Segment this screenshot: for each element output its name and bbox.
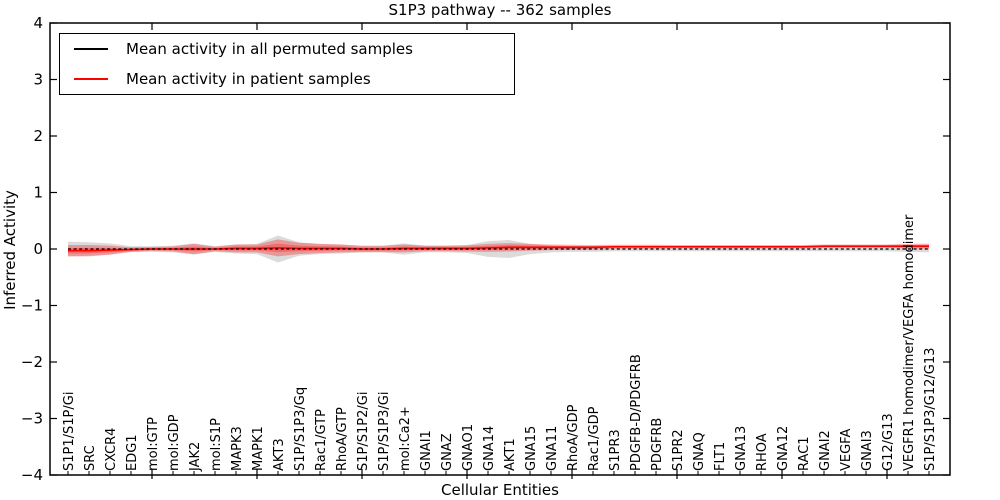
x-tick-label: AKT3: [272, 438, 287, 471]
x-tick-label: GNAQ: [692, 432, 707, 471]
y-tick-label: 3: [33, 71, 43, 89]
x-tick-label: S1PR3: [608, 429, 623, 471]
x-tick-label: AKT1: [503, 438, 518, 471]
y-tick-label: 4: [33, 14, 43, 32]
y-tick-label: −2: [21, 353, 43, 371]
x-tick-label: GNAI3: [860, 430, 875, 471]
x-tick-label: RhoA/GDP: [566, 404, 581, 471]
y-axis-label: Inferred Activity: [1, 190, 19, 310]
x-tick-label: S1P/S1P3/Gq: [293, 387, 308, 471]
x-tick-label: mol:S1P: [209, 418, 224, 471]
x-tick-label: mol:GTP: [146, 417, 161, 471]
legend: Mean activity in all permuted samples Me…: [59, 33, 515, 95]
y-tick-label: −1: [21, 297, 43, 315]
x-tick-label: GNAZ: [440, 433, 455, 471]
x-tick-label: Rac1/GDP: [587, 406, 602, 471]
x-tick-label: GNA13: [734, 426, 749, 471]
permuted-std-band: [68, 235, 929, 263]
x-tick-label: PDGFB-D/PDGFRB: [629, 354, 644, 471]
patient-line-sample-icon: [74, 78, 108, 80]
x-axis-label: Cellular Entities: [441, 481, 559, 499]
x-tick-label: MAPK3: [230, 426, 245, 471]
legend-item-patient: Mean activity in patient samples: [60, 64, 514, 94]
x-tick-label: SRC: [83, 445, 98, 471]
x-tick-label: S1P1/S1P/Gi: [62, 392, 77, 471]
permuted-line-sample-icon: [74, 48, 108, 50]
x-tick-label: S1P/S1P3/Gi: [377, 392, 392, 471]
x-tick-label: JAK2: [188, 442, 203, 472]
x-tick-label: PDGFRB: [650, 418, 665, 471]
x-tick-label: VEGFA: [839, 429, 854, 471]
x-tick-label: GNA14: [482, 426, 497, 471]
x-tick-label: G12/G13: [881, 413, 896, 471]
x-tick-label: VEGFR1 homodimer/VEGFA homodimer: [902, 214, 917, 471]
y-tick-label: 2: [33, 127, 43, 145]
x-tick-label: EDG1: [125, 434, 140, 471]
y-tick-label: 0: [33, 240, 43, 258]
x-tick-label: MAPK1: [251, 426, 266, 471]
x-tick-label: mol:GDP: [167, 414, 182, 471]
x-tick-label: S1P/S1P2/Gi: [356, 392, 371, 471]
x-tick-label: GNA11: [545, 426, 560, 471]
x-tick-label: GNAI1: [419, 430, 434, 471]
x-tick-label: GNA15: [524, 426, 539, 471]
legend-item-permuted: Mean activity in all permuted samples: [60, 34, 514, 64]
x-tick-label: RhoA/GTP: [335, 407, 350, 471]
chart-title: S1P3 pathway -- 362 samples: [388, 1, 612, 19]
x-tick-label: CXCR4: [104, 428, 119, 471]
patient-mean-line: [68, 245, 929, 252]
legend-label-patient: Mean activity in patient samples: [126, 70, 371, 88]
legend-label-permuted: Mean activity in all permuted samples: [126, 40, 413, 58]
y-tick-label: 1: [33, 184, 43, 202]
x-tick-label: mol:Ca2+: [398, 406, 413, 471]
y-tick-label: −3: [21, 410, 43, 428]
x-tick-label: GNA12: [776, 426, 791, 471]
x-tick-label: GNAI2: [818, 430, 833, 471]
x-tick-label: RAC1: [797, 436, 812, 471]
x-tick-label: Rac1/GTP: [314, 409, 329, 471]
y-tick-label: −4: [21, 466, 43, 484]
x-tick-label: FLT1: [713, 442, 728, 471]
x-tick-label: RHOA: [755, 433, 770, 471]
x-tick-label: GNAO1: [461, 424, 476, 471]
x-tick-label: S1P/S1P3/G12/G13: [923, 348, 938, 471]
x-tick-label: S1PR2: [671, 429, 686, 471]
